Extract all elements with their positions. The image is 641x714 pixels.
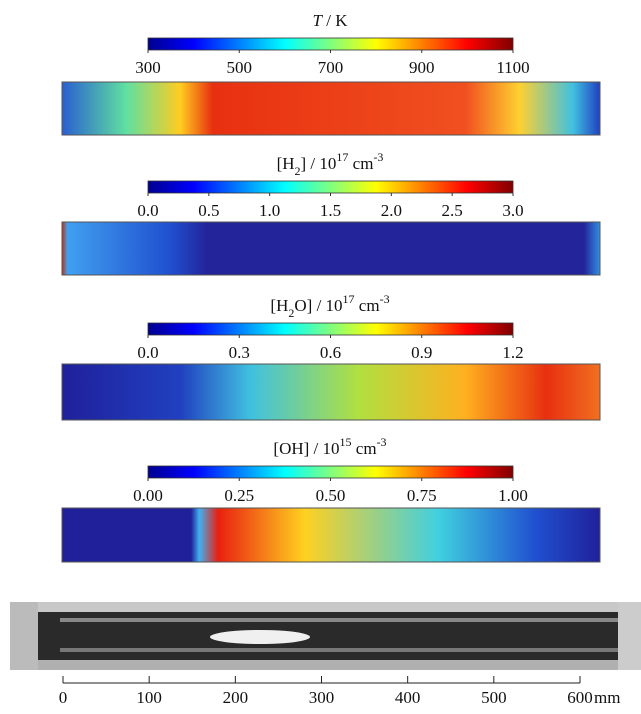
title-part: ] / 10 [301,154,337,173]
colorbar [148,38,513,50]
colorbar-tick-label: 3.0 [502,201,523,220]
colorbar-tick-label: 300 [135,58,161,77]
colorbar-tick-label: 0.0 [137,343,158,362]
colorbar-tick-label: 0.50 [316,486,346,505]
scale-tick-label: 0 [59,688,68,707]
colorbar-tick-label: 0.5 [198,201,219,220]
scale-tick-label: 100 [136,688,162,707]
title-part: 17 [343,292,355,306]
colorbar-tick-label: 0.75 [407,486,437,505]
colorbar-tick-label: 900 [409,58,435,77]
scale-tick-label: 500 [481,688,507,707]
colorbar-tick-label: 0.00 [133,486,163,505]
title-part: [OH] / 10 [273,439,339,458]
scale-tick-label: 300 [309,688,335,707]
colorbar-tick-label: 1.5 [320,201,341,220]
title-part: -3 [377,435,387,449]
colorbar-tick-label: 0.6 [320,343,341,362]
panel-title: [OH] / 1015 cm-3 [273,435,386,458]
colorbar-tick-label: 2.5 [442,201,463,220]
colorbar-tick-label: 500 [227,58,253,77]
title-part: [H [277,154,295,173]
h2o-field [62,364,600,420]
panel-title: [H2O] / 1017 cm-3 [270,292,389,320]
title-part: cm [355,296,380,315]
photo [10,602,641,670]
colorbar-tick-label: 1.0 [259,201,280,220]
colorbar-tick-label: 0.9 [411,343,432,362]
title-part: -3 [373,150,383,164]
title-part: cm [348,154,373,173]
colorbar-tick-label: 1.00 [498,486,528,505]
title-part: O] / 10 [294,296,342,315]
title-part: -3 [380,292,390,306]
panel-title: T / K [313,11,349,30]
colorbar-tick-label: 1100 [496,58,529,77]
colorbar-tick-label: 0.3 [229,343,250,362]
title-part: [H [270,296,288,315]
colorbar-tick-label: 0.0 [137,201,158,220]
colorbar-tick-label: 1.2 [502,343,523,362]
panel-title: [H2] / 1017 cm-3 [277,150,384,178]
colorbar-tick-label: 2.0 [381,201,402,220]
colorbar-tick-label: 0.25 [224,486,254,505]
figure: T / K 300 500 700 900 1100 [H2] / 1017 cm-3 0.0… [0,0,641,709]
title-part: 15 [340,435,352,449]
scale-tick-label: 600 [567,688,593,707]
colorbar [148,466,513,478]
colorbar-tick-label: 700 [318,58,344,77]
temperature-field [62,82,600,135]
title-part: 17 [336,150,348,164]
h2-field [62,222,600,275]
oh-field [62,508,600,562]
title-part: cm [352,439,377,458]
scale-tick-label: 200 [223,688,249,707]
title-part: / K [322,11,348,30]
colorbar [148,181,513,193]
colorbar [148,323,513,335]
scale-tick-label: 400 [395,688,421,707]
scale-unit: mm [594,688,620,707]
